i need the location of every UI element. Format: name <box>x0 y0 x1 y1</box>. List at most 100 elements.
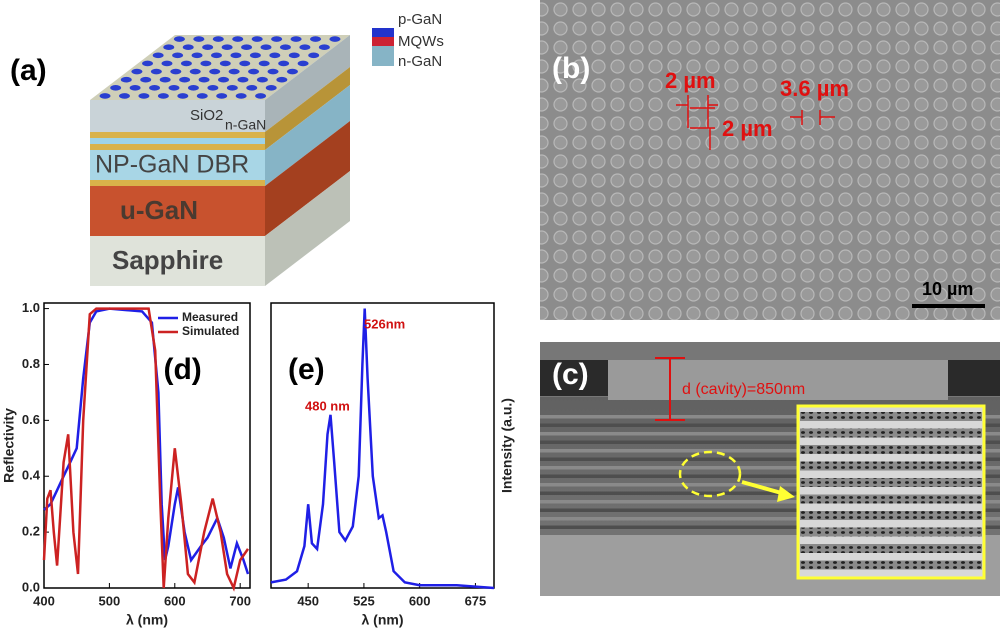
nanodisk <box>251 36 263 42</box>
nanodisk <box>207 85 219 91</box>
nanodisk <box>177 93 189 99</box>
layer-label: u-GaN <box>120 195 198 225</box>
pore-layer <box>800 544 982 553</box>
pore-layer <box>800 511 982 520</box>
cube-top <box>90 35 350 100</box>
stripe <box>540 483 1000 487</box>
plot-frame <box>43 302 251 589</box>
nanodisk <box>230 52 242 59</box>
dimension: 2 µm <box>665 68 716 93</box>
nanodisk <box>182 44 194 50</box>
nanodisk <box>265 85 277 91</box>
nanodisk <box>191 52 203 59</box>
pore-layer <box>800 428 982 438</box>
layer <box>90 236 265 286</box>
side <box>265 85 350 186</box>
side <box>265 67 350 150</box>
nanodisk <box>226 85 238 91</box>
stripe <box>540 415 1000 419</box>
stripe <box>540 491 1000 495</box>
nanodisk <box>278 60 290 67</box>
nanodisk <box>299 44 311 50</box>
x-tick-label: 600 <box>409 593 431 608</box>
side <box>265 171 350 286</box>
panel-label: (d) <box>163 353 201 386</box>
nanodisk <box>221 44 233 50</box>
x-tick-label: 450 <box>297 593 319 608</box>
nanodisk <box>193 36 205 42</box>
dimension: 2 µm <box>722 116 773 141</box>
sem-image <box>540 0 1000 320</box>
pore-layer <box>800 560 982 570</box>
nanodisk <box>173 36 185 42</box>
nanodisk <box>150 68 162 75</box>
x-tick-label: 525 <box>353 593 375 608</box>
pore-layer <box>800 478 982 487</box>
side <box>265 35 350 132</box>
series-line <box>42 307 250 592</box>
nanodisk <box>142 60 154 67</box>
nanodisk <box>308 52 320 59</box>
panel-c: (c) d (cavity)=850nm <box>540 342 1000 596</box>
nanodisk <box>258 60 270 67</box>
stripe <box>540 432 1000 436</box>
legend-swatch <box>372 28 394 37</box>
nanodisk <box>260 44 272 50</box>
x-axis-label: λ (nm) <box>126 612 168 628</box>
nanodisk <box>172 52 184 59</box>
nanodisk <box>248 68 260 75</box>
nanodisk <box>202 44 214 50</box>
layer-label: Sapphire <box>112 245 223 275</box>
arrow <box>741 480 786 496</box>
nanodisk <box>241 44 253 50</box>
stripe <box>540 449 1000 453</box>
panel-a: (a) SiO2 n-GaN NP-GaN DBR u-GaN Sapphire… <box>10 11 444 286</box>
plot-frame <box>270 302 495 589</box>
x-axis-label: λ (nm) <box>362 612 404 628</box>
nanodisk <box>180 60 192 67</box>
panel-label: (c) <box>552 358 589 391</box>
nanodisk <box>210 52 222 59</box>
nanodisk <box>161 60 173 67</box>
scale-label: 10 µm <box>922 279 973 299</box>
nanodisk <box>157 93 169 99</box>
y-tick-label: 0.8 <box>22 356 40 371</box>
pore-layer <box>800 445 982 454</box>
nanodisk <box>168 85 180 91</box>
nanodisk <box>269 52 281 59</box>
pore-layer <box>800 412 982 421</box>
legend-swatch <box>372 46 394 66</box>
stripe <box>540 508 1000 512</box>
layer <box>90 186 265 236</box>
legend-text: MQWs <box>398 33 444 50</box>
stripe <box>540 474 1000 478</box>
nanodisk <box>212 36 224 42</box>
nanodisk <box>239 60 251 67</box>
panel-label: (a) <box>10 54 47 87</box>
y-tick-label: 0.6 <box>22 412 40 427</box>
y-tick-label: 0.4 <box>22 468 41 483</box>
x-tick-label: 700 <box>229 593 251 608</box>
arrow-head <box>777 486 795 502</box>
nanodisk <box>99 93 111 99</box>
nanodisk <box>237 76 249 83</box>
nanodisk <box>187 85 199 91</box>
nanodisk <box>249 52 261 59</box>
nanodisk <box>297 60 309 67</box>
nanodisk <box>159 76 171 83</box>
nanodisk <box>267 68 279 75</box>
nanodisk <box>198 76 210 83</box>
void <box>540 360 608 396</box>
nanodisk <box>131 68 143 75</box>
pore-layer <box>800 461 982 471</box>
x-tick-label: 675 <box>465 593 487 608</box>
charts: 400 500 600 700 0.0 0.2 0.4 0.6 0.8 1.0 λ (nm) Refl… <box>1 300 515 628</box>
nanodisk <box>216 93 228 99</box>
highlight <box>678 450 742 498</box>
nanodisk <box>170 68 182 75</box>
dbr-stripes <box>540 415 1000 529</box>
legend-label: Simulated <box>182 324 239 338</box>
legend-label: Measured <box>182 310 238 324</box>
layer <box>90 180 265 186</box>
